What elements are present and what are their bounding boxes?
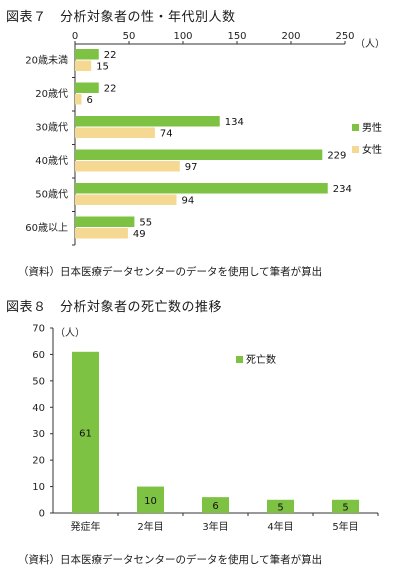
y-tick-label: 0	[39, 509, 45, 520]
bar-value-label: 134	[225, 117, 244, 128]
y-unit-label: （人）	[55, 327, 85, 339]
category-label: 60歳以上	[25, 222, 68, 234]
bar-female	[75, 161, 180, 172]
deaths-bar-chart: 0 10 20 30 40 50 60 70 （人） 61 発症年 10 2年目 6 3年目 5 4年目 5 5年目…	[32, 324, 379, 533]
y-tick-label: 10	[32, 482, 45, 493]
bar-value-label: 49	[133, 229, 146, 240]
bar-value-label: 61	[79, 428, 92, 439]
y-tick-label: 20	[32, 456, 45, 467]
x-tick-label: 50	[123, 31, 136, 42]
bar-deaths	[267, 499, 294, 513]
category-label: 4年目	[267, 520, 293, 533]
bar-deaths	[332, 499, 359, 513]
bar-value-label: 94	[182, 196, 195, 207]
legend-label: 女性	[362, 143, 382, 156]
x-tick-label: 200	[281, 31, 300, 42]
legend-swatch	[352, 124, 359, 131]
bar-value-label: 229	[327, 151, 346, 162]
y-tick-label: 60	[32, 350, 45, 361]
bar-value-label: 22	[104, 50, 117, 61]
x-tick-label: 150	[227, 31, 246, 42]
category-label: 3年目	[202, 520, 228, 533]
category-label: 30歳代	[35, 122, 68, 134]
figure7-source: （資料）日本医療データセンターのデータを使用して筆者が算出	[18, 266, 323, 278]
y-tick-label: 40	[32, 403, 45, 414]
bar-value-label: 74	[160, 129, 173, 140]
bar-deaths	[202, 497, 229, 513]
x-unit-label: （人）	[355, 38, 385, 50]
legend-label: 男性	[362, 121, 382, 134]
category-label: 20歳未満	[25, 55, 68, 67]
bar-male	[75, 149, 323, 160]
x-tick-label: 0	[72, 31, 78, 42]
figure8-source: （資料）日本医療データセンターのデータを使用して筆者が算出	[18, 554, 323, 566]
bar-value-label: 6	[86, 95, 92, 106]
legend-swatch	[352, 146, 359, 153]
bar-female	[75, 194, 177, 205]
category-label: 50歳代	[35, 189, 68, 201]
bar-female	[75, 127, 155, 138]
legend-swatch	[236, 356, 243, 363]
bar-female	[75, 60, 92, 71]
bar-male	[75, 82, 99, 93]
bar-value-label: 10	[144, 496, 157, 507]
bar-male	[75, 216, 135, 227]
bar-value-label: 15	[96, 62, 109, 73]
bar-value-label: 5	[342, 502, 348, 513]
bar-female	[75, 228, 128, 239]
figure8-title: 図表８ 分析対象者の死亡数の推移	[6, 300, 223, 315]
x-tick-label: 250	[335, 31, 354, 42]
bar-value-label: 97	[185, 162, 198, 173]
category-label: 5年目	[332, 520, 358, 533]
bar-male	[75, 183, 328, 194]
legend-label: 死亡数	[246, 353, 276, 366]
bar-deaths	[72, 351, 99, 513]
y-tick-label: 50	[32, 376, 45, 387]
category-label: 40歳代	[35, 155, 68, 167]
y-tick-label: 70	[32, 324, 45, 335]
category-label: 発症年	[71, 520, 101, 533]
bar-value-label: 234	[333, 184, 352, 195]
bar-female	[75, 94, 82, 105]
category-label: 2年目	[137, 520, 163, 533]
x-tick-label: 100	[173, 31, 192, 42]
category-label: 20歳代	[35, 88, 68, 100]
bar-value-label: 55	[139, 218, 152, 229]
bar-deaths	[137, 486, 164, 513]
y-tick-label: 30	[32, 429, 45, 440]
bar-male	[75, 116, 220, 127]
bar-value-label: 5	[277, 502, 283, 513]
bar-value-label: 22	[104, 84, 117, 95]
bar-male	[75, 49, 99, 60]
figure7-title: 図表７ 分析対象者の性・年代別人数	[6, 10, 236, 25]
bar-value-label: 6	[212, 501, 218, 512]
